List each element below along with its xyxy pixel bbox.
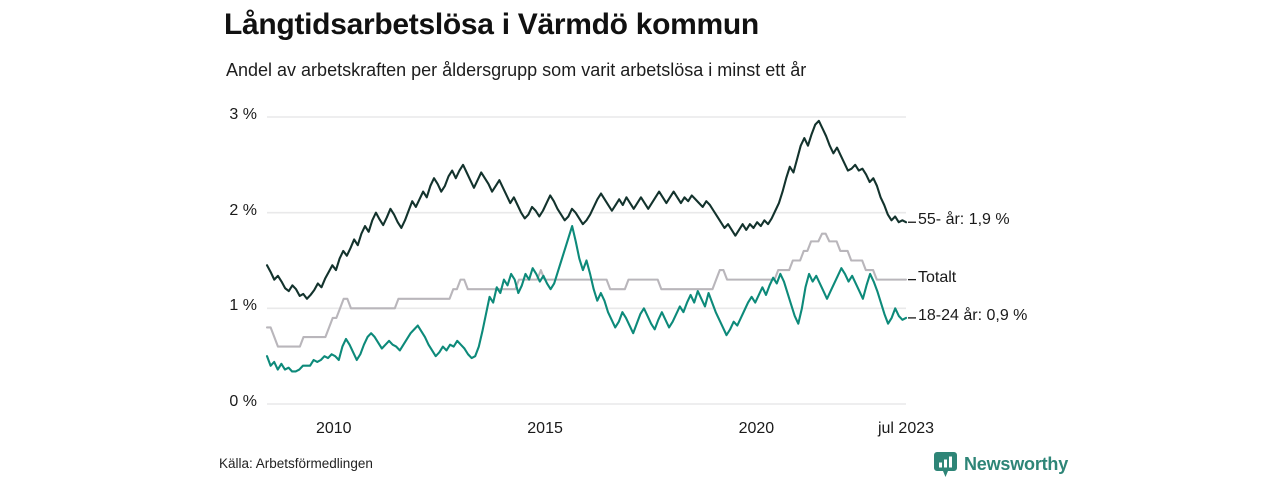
x-axis-tick-label: 2015 — [527, 420, 563, 437]
chart-title: Långtidsarbetslösa i Värmdö kommun — [224, 8, 759, 41]
y-axis-tick-label: 1 % — [229, 297, 257, 315]
chart-subtitle: Andel av arbetskraften per åldersgrupp s… — [226, 60, 807, 80]
x-axis-tick-label: 2010 — [315, 420, 352, 437]
y-axis-tick-label: 0 % — [229, 393, 257, 410]
x-axis-tick-label: jul 2023 — [877, 420, 935, 437]
series-label-18-24-r: 18-24 år: 0,9 % — [918, 306, 1028, 324]
series-label-totalt: Totalt — [918, 268, 957, 286]
series-label-55-r: 55- år: 1,9 % — [918, 211, 1010, 229]
newsworthy-bar-chart-pin-icon — [934, 452, 957, 477]
source-note: Källa: Arbetsförmedlingen — [219, 456, 373, 471]
series-line-18-24-r — [265, 225, 908, 373]
brand-name: Newsworthy — [964, 454, 1069, 474]
series-line-55-r — [265, 119, 908, 300]
y-axis-tick-label: 2 % — [229, 201, 257, 219]
series-line-totalt — [265, 232, 908, 348]
y-axis-tick-label: 3 % — [229, 106, 257, 123]
newsworthy-logo: Newsworthy — [934, 452, 1068, 477]
x-axis-tick-label: 2020 — [738, 420, 775, 437]
series-lines — [265, 119, 916, 373]
